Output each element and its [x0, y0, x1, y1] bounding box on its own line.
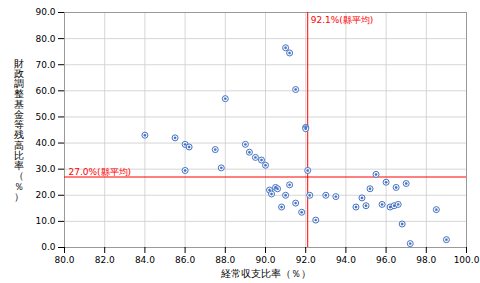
svg-text:94.0: 94.0 — [336, 255, 356, 265]
svg-text:経常収支比率（％）: 経常収支比率（％） — [220, 268, 311, 279]
svg-text:96.0: 96.0 — [376, 255, 396, 265]
svg-text:80.0: 80.0 — [54, 255, 74, 265]
svg-text:10.0: 10.0 — [35, 216, 55, 226]
svg-text:90.0: 90.0 — [255, 255, 275, 265]
svg-text:80.0: 80.0 — [35, 33, 55, 43]
svg-text:20.0: 20.0 — [35, 190, 55, 200]
svg-text:98.0: 98.0 — [416, 255, 436, 265]
svg-text:30.0: 30.0 — [35, 164, 55, 174]
svg-text:50.0: 50.0 — [35, 112, 55, 122]
svg-text:88.0: 88.0 — [215, 255, 235, 265]
svg-text:86.0: 86.0 — [175, 255, 195, 265]
svg-text:82.0: 82.0 — [95, 255, 115, 265]
svg-text:92.1%(縣平均): 92.1%(縣平均) — [311, 15, 374, 25]
svg-text:40.0: 40.0 — [35, 138, 55, 148]
svg-text:100.0: 100.0 — [454, 255, 480, 265]
svg-text:財政調整基金等残高比率（％）: 財政調整基金等残高比率（％） — [14, 58, 24, 202]
svg-text:27.0%(縣平均): 27.0%(縣平均) — [69, 167, 132, 177]
svg-text:0.0: 0.0 — [41, 242, 56, 252]
svg-text:92.0: 92.0 — [296, 255, 316, 265]
svg-text:60.0: 60.0 — [35, 86, 55, 96]
svg-text:90.0: 90.0 — [35, 7, 55, 17]
svg-text:84.0: 84.0 — [135, 255, 155, 265]
svg-text:70.0: 70.0 — [35, 60, 55, 70]
